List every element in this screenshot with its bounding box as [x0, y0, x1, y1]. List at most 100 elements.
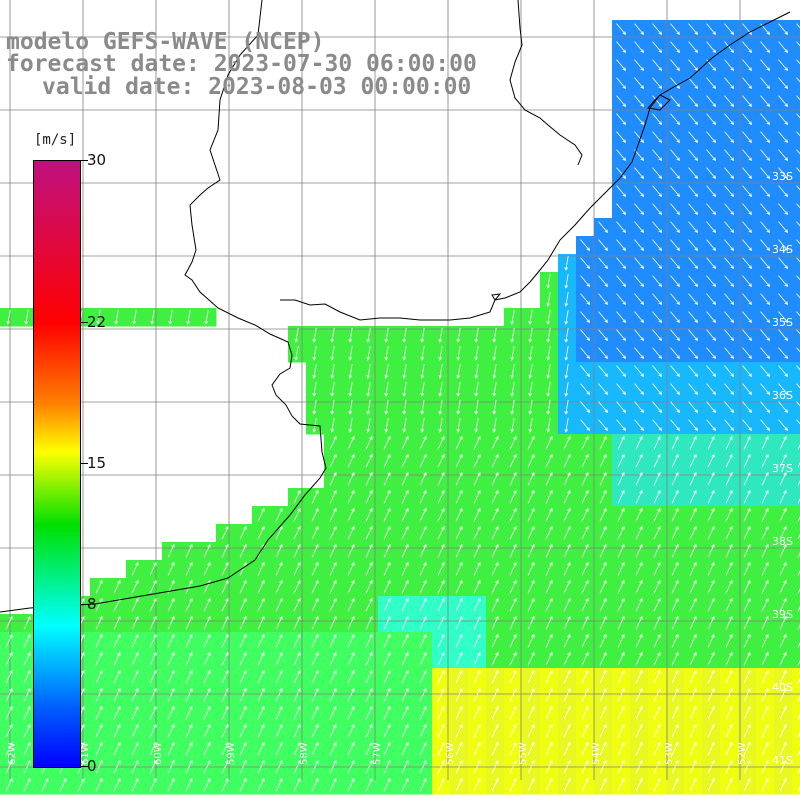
wind-arrow — [616, 95, 627, 108]
wind-arrow — [563, 723, 571, 738]
wind-arrow — [167, 633, 175, 648]
wind-arrow — [239, 651, 247, 666]
wind-arrow — [95, 579, 103, 594]
wind-arrow — [581, 435, 589, 450]
wind-arrow — [527, 597, 535, 612]
wind-arrow — [293, 723, 301, 738]
wind-arrow — [510, 328, 515, 343]
wind-arrow — [437, 525, 445, 540]
wind-arrow — [761, 669, 769, 684]
wind-arrow — [670, 383, 681, 396]
wind-arrow — [330, 382, 335, 397]
wind-arrow — [742, 131, 753, 144]
wind-arrow — [563, 705, 571, 720]
wind-arrow — [743, 453, 751, 468]
wind-speed-cell — [792, 434, 800, 453]
wind-arrow — [492, 364, 497, 379]
wind-arrow — [725, 723, 733, 738]
colorbar-tick-label: 30 — [87, 151, 107, 169]
wind-arrow — [203, 777, 211, 792]
wind-arrow — [598, 221, 609, 234]
wind-arrow — [456, 364, 461, 379]
wind-arrow — [688, 95, 699, 108]
wind-speed-cell — [792, 596, 800, 615]
wind-arrow — [293, 687, 301, 702]
wind-arrow — [510, 310, 515, 325]
wind-arrow — [760, 221, 771, 234]
wind-arrow — [473, 471, 481, 486]
wind-arrow — [635, 543, 643, 558]
wind-arrow — [401, 579, 409, 594]
wind-arrow — [473, 507, 481, 522]
wind-arrow — [347, 615, 355, 630]
wind-arrow — [760, 59, 771, 72]
wind-arrow — [401, 741, 409, 756]
wind-arrow — [149, 723, 157, 738]
wind-arrow — [599, 633, 607, 648]
wind-arrow — [311, 597, 319, 612]
wind-arrow — [760, 113, 771, 126]
wind-speed-cell — [792, 326, 800, 345]
wind-arrow — [293, 597, 301, 612]
wind-arrow — [168, 310, 173, 325]
wind-arrow — [509, 669, 517, 684]
wind-arrow — [635, 759, 643, 774]
wind-arrow — [671, 471, 679, 486]
wind-arrow — [581, 615, 589, 630]
wind-arrow — [797, 696, 800, 702]
wind-arrow — [492, 418, 497, 433]
wind-arrow — [742, 311, 753, 324]
wind-arrow — [330, 400, 335, 415]
wind-arrow — [796, 113, 800, 119]
wind-arrow — [473, 561, 481, 576]
wind-arrow — [635, 489, 643, 504]
wind-arrow — [402, 364, 407, 379]
wind-arrow — [383, 723, 391, 738]
wind-arrow — [742, 41, 753, 54]
wind-arrow — [131, 651, 139, 666]
wind-arrow — [635, 687, 643, 702]
wind-arrow — [778, 311, 789, 324]
wind-arrow — [617, 759, 625, 774]
wind-arrow — [778, 113, 789, 126]
wind-arrow — [545, 651, 553, 666]
colorbar-unit: [m/s] — [34, 132, 77, 148]
wind-arrow — [311, 525, 319, 540]
wind-arrow — [707, 453, 715, 468]
wind-arrow — [365, 579, 373, 594]
wind-arrow — [742, 221, 753, 234]
wind-arrow — [455, 669, 463, 684]
wind-arrow — [743, 687, 751, 702]
wind-arrow — [419, 741, 427, 756]
wind-arrow — [580, 347, 591, 360]
wind-arrow — [420, 418, 425, 433]
wind-arrow — [670, 239, 681, 252]
wind-arrow — [778, 23, 789, 36]
wind-arrow — [725, 759, 733, 774]
wind-arrow — [689, 669, 697, 684]
wind-arrow — [275, 525, 283, 540]
colorbar-tick-mark — [80, 604, 88, 606]
wind-speed-cell — [792, 290, 800, 309]
wind-arrow — [742, 113, 753, 126]
wind-arrow — [670, 113, 681, 126]
wind-arrow — [167, 651, 175, 666]
wind-arrow — [742, 167, 753, 180]
wind-arrow — [545, 669, 553, 684]
wind-arrow — [635, 669, 643, 684]
wind-arrow — [743, 597, 751, 612]
wind-arrow — [707, 489, 715, 504]
wind-arrow — [634, 365, 645, 378]
wind-arrow — [797, 516, 800, 522]
wind-speed-cell — [792, 164, 800, 183]
wind-arrow — [402, 346, 407, 361]
wind-arrow — [724, 203, 735, 216]
wind-arrow — [95, 705, 103, 720]
wind-arrow — [383, 489, 391, 504]
wind-arrow — [724, 113, 735, 126]
wind-arrow — [348, 382, 353, 397]
wind-arrow — [347, 435, 355, 450]
wind-arrow — [635, 597, 643, 612]
wind-arrow — [599, 723, 607, 738]
wind-arrow — [239, 687, 247, 702]
